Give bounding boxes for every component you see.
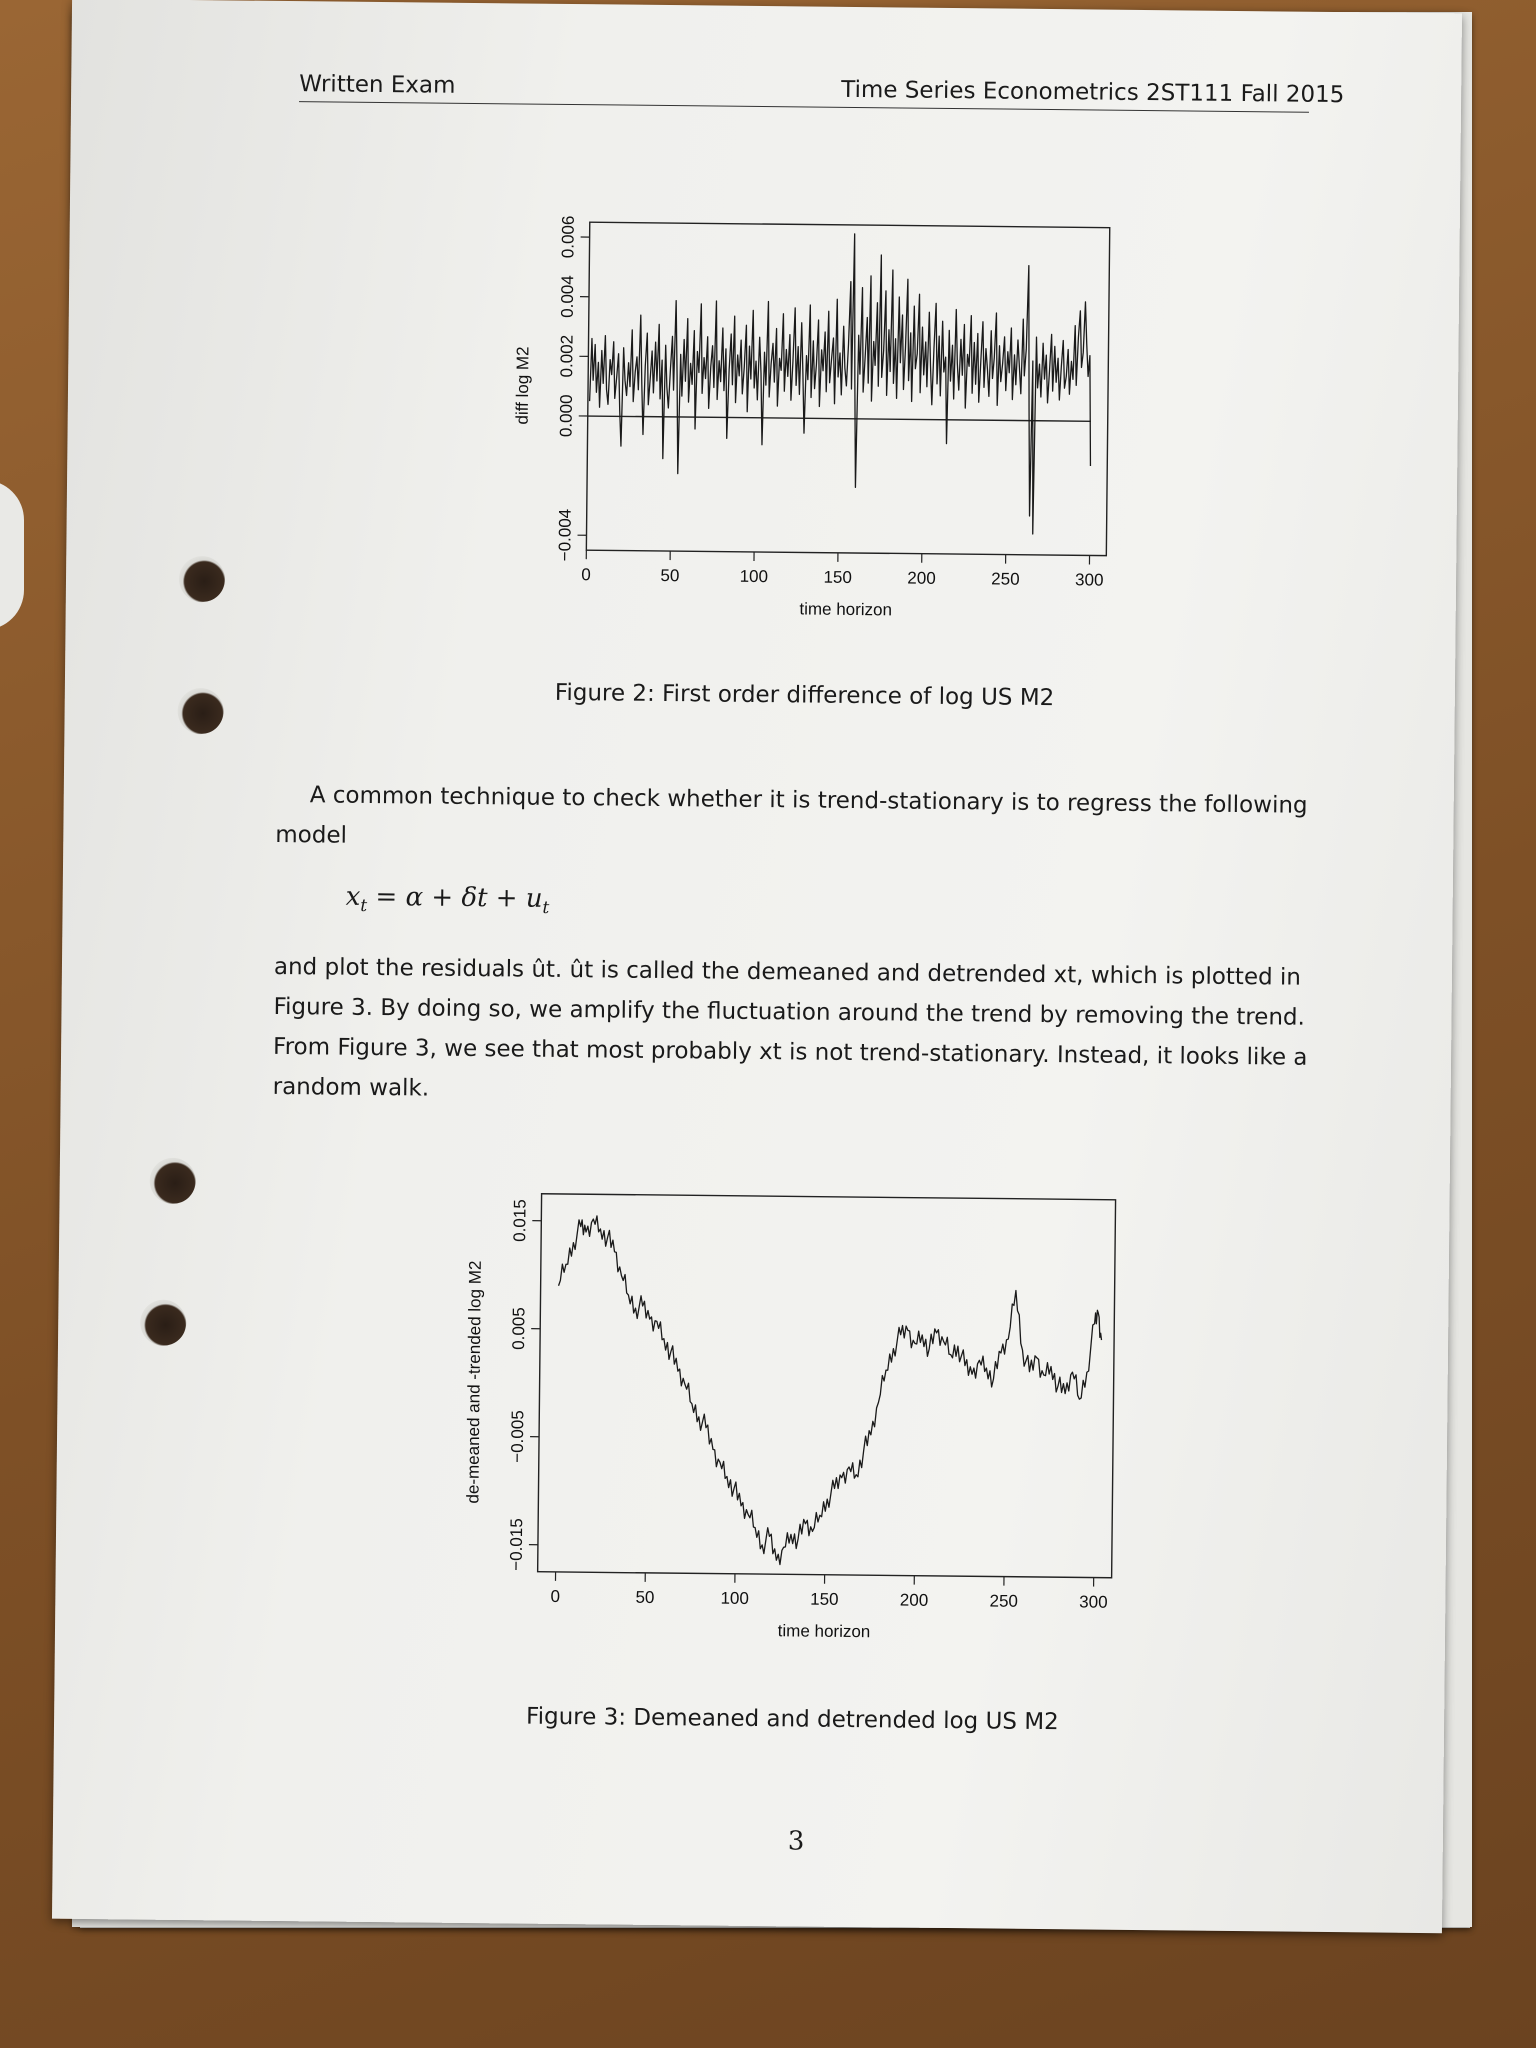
plot-frame: [536, 1193, 1117, 1579]
x-tick-label: 200: [907, 569, 936, 588]
x-axis-label: time horizon: [799, 599, 892, 619]
figure-3-plot: 0 50 100 150 200 250 300 time horizon −0.015 −0.0…: [463, 1193, 1117, 1641]
x-axis-label: time horizon: [778, 1621, 871, 1641]
page-number: 3: [787, 1826, 805, 1857]
y-tick-label: 0.002: [557, 335, 576, 378]
y-tick-label: −0.015: [507, 1518, 527, 1571]
data-series-line: [588, 233, 1092, 535]
mug-edge: [0, 480, 24, 630]
data-series-line: [557, 1215, 1103, 1566]
x-tick-label: 0: [550, 1587, 560, 1606]
x-tick-label: 0: [581, 565, 591, 584]
y-tick-label: 0.006: [558, 216, 577, 259]
figure-3-caption: Figure 3: Demeaned and detrended log US …: [525, 1703, 1059, 1736]
y-axis-label: de-meaned and -trended log M2: [463, 1261, 485, 1504]
x-tick-label: 50: [635, 1588, 654, 1607]
y-axis-label: diff log M2: [513, 346, 533, 424]
x-tick-label: 300: [1075, 570, 1104, 589]
y-tick-label: −0.004: [555, 509, 575, 562]
x-tick-label: 250: [989, 1591, 1018, 1610]
figure-2-plot: 0 50 100 150 200 250 300 time horizon −0.004 0.00…: [513, 216, 1111, 619]
exam-page: Written Exam Time Series Econometrics 2S…: [51, 0, 1463, 1934]
x-tick-label: 150: [823, 568, 852, 587]
x-tick-label: 50: [660, 566, 679, 585]
y-tick-label: 0.015: [510, 1199, 529, 1242]
x-tick-label: 250: [991, 569, 1020, 588]
y-tick-label: 0.004: [558, 275, 577, 318]
x-tick-label: 200: [900, 1591, 929, 1610]
x-tick-label: 150: [810, 1590, 839, 1609]
x-tick-label: 300: [1079, 1592, 1108, 1611]
x-tick-label: 100: [720, 1589, 749, 1608]
y-tick-label: 0.005: [509, 1307, 528, 1350]
zero-reference-line: [587, 415, 1091, 422]
x-tick-label: 100: [740, 567, 769, 586]
y-tick-label: 0.000: [557, 394, 576, 437]
plot-frame: [585, 221, 1111, 557]
y-tick-label: −0.005: [508, 1410, 528, 1463]
